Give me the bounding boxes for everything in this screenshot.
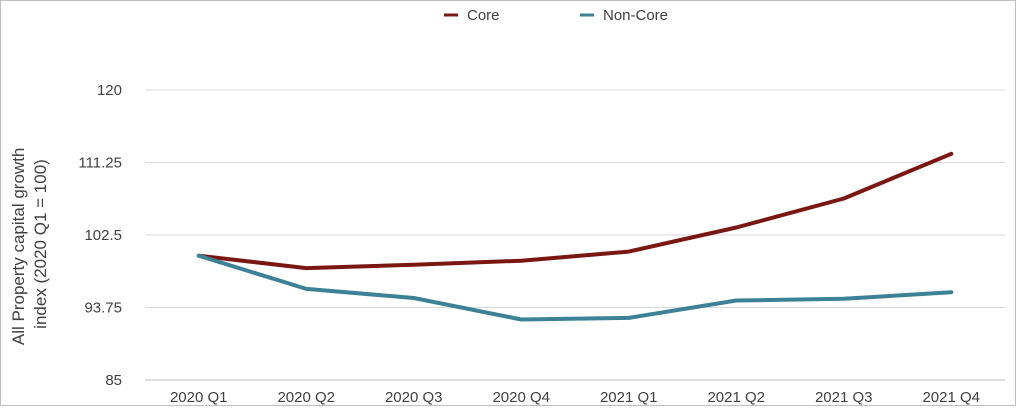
y-axis-title-line-1: All Property capital growth: [9, 148, 28, 345]
series-line-core: [196, 151, 954, 271]
y-axis-ticks: 85 93.75 102.5 111.25 120: [78, 82, 122, 389]
y-tick-label-102-5: 102.5: [84, 227, 122, 244]
y-tick-label-85: 85: [105, 372, 122, 389]
y-tick-label-120: 120: [97, 82, 122, 99]
x-tick-label-2021-q4: 2021 Q4: [922, 389, 980, 406]
y-axis-title: All Property capital growth index (2020 …: [9, 143, 50, 345]
series-lines: [196, 151, 954, 322]
gridlines: [145, 89, 1005, 381]
series-line-non-core: [196, 253, 954, 322]
x-tick-label-2020-q3: 2020 Q3: [385, 389, 443, 406]
x-tick-label-2021-q2: 2021 Q2: [707, 389, 765, 406]
legend-label-core: Core: [467, 7, 500, 24]
chart-frame: [0, 0, 1016, 406]
legend: Core Non-Core: [444, 7, 668, 24]
x-tick-label-2020-q1: 2020 Q1: [170, 389, 228, 406]
x-tick-label-2020-q2: 2020 Q2: [277, 389, 335, 406]
y-axis-title-line-2: index (2020 Q1 = 100): [31, 159, 50, 329]
y-tick-label-111-25: 111.25: [78, 155, 122, 172]
x-tick-label-2020-q4: 2020 Q4: [492, 389, 550, 406]
x-axis-ticks: 2020 Q1 2020 Q2 2020 Q3 2020 Q4 2021 Q1 2021 …: [170, 389, 980, 406]
x-tick-label-2021-q3: 2021 Q3: [815, 389, 873, 406]
x-tick-label-2021-q1: 2021 Q1: [600, 389, 658, 406]
y-tick-label-93-75: 93.75: [84, 300, 122, 317]
legend-label-non-core: Non-Core: [603, 7, 668, 24]
